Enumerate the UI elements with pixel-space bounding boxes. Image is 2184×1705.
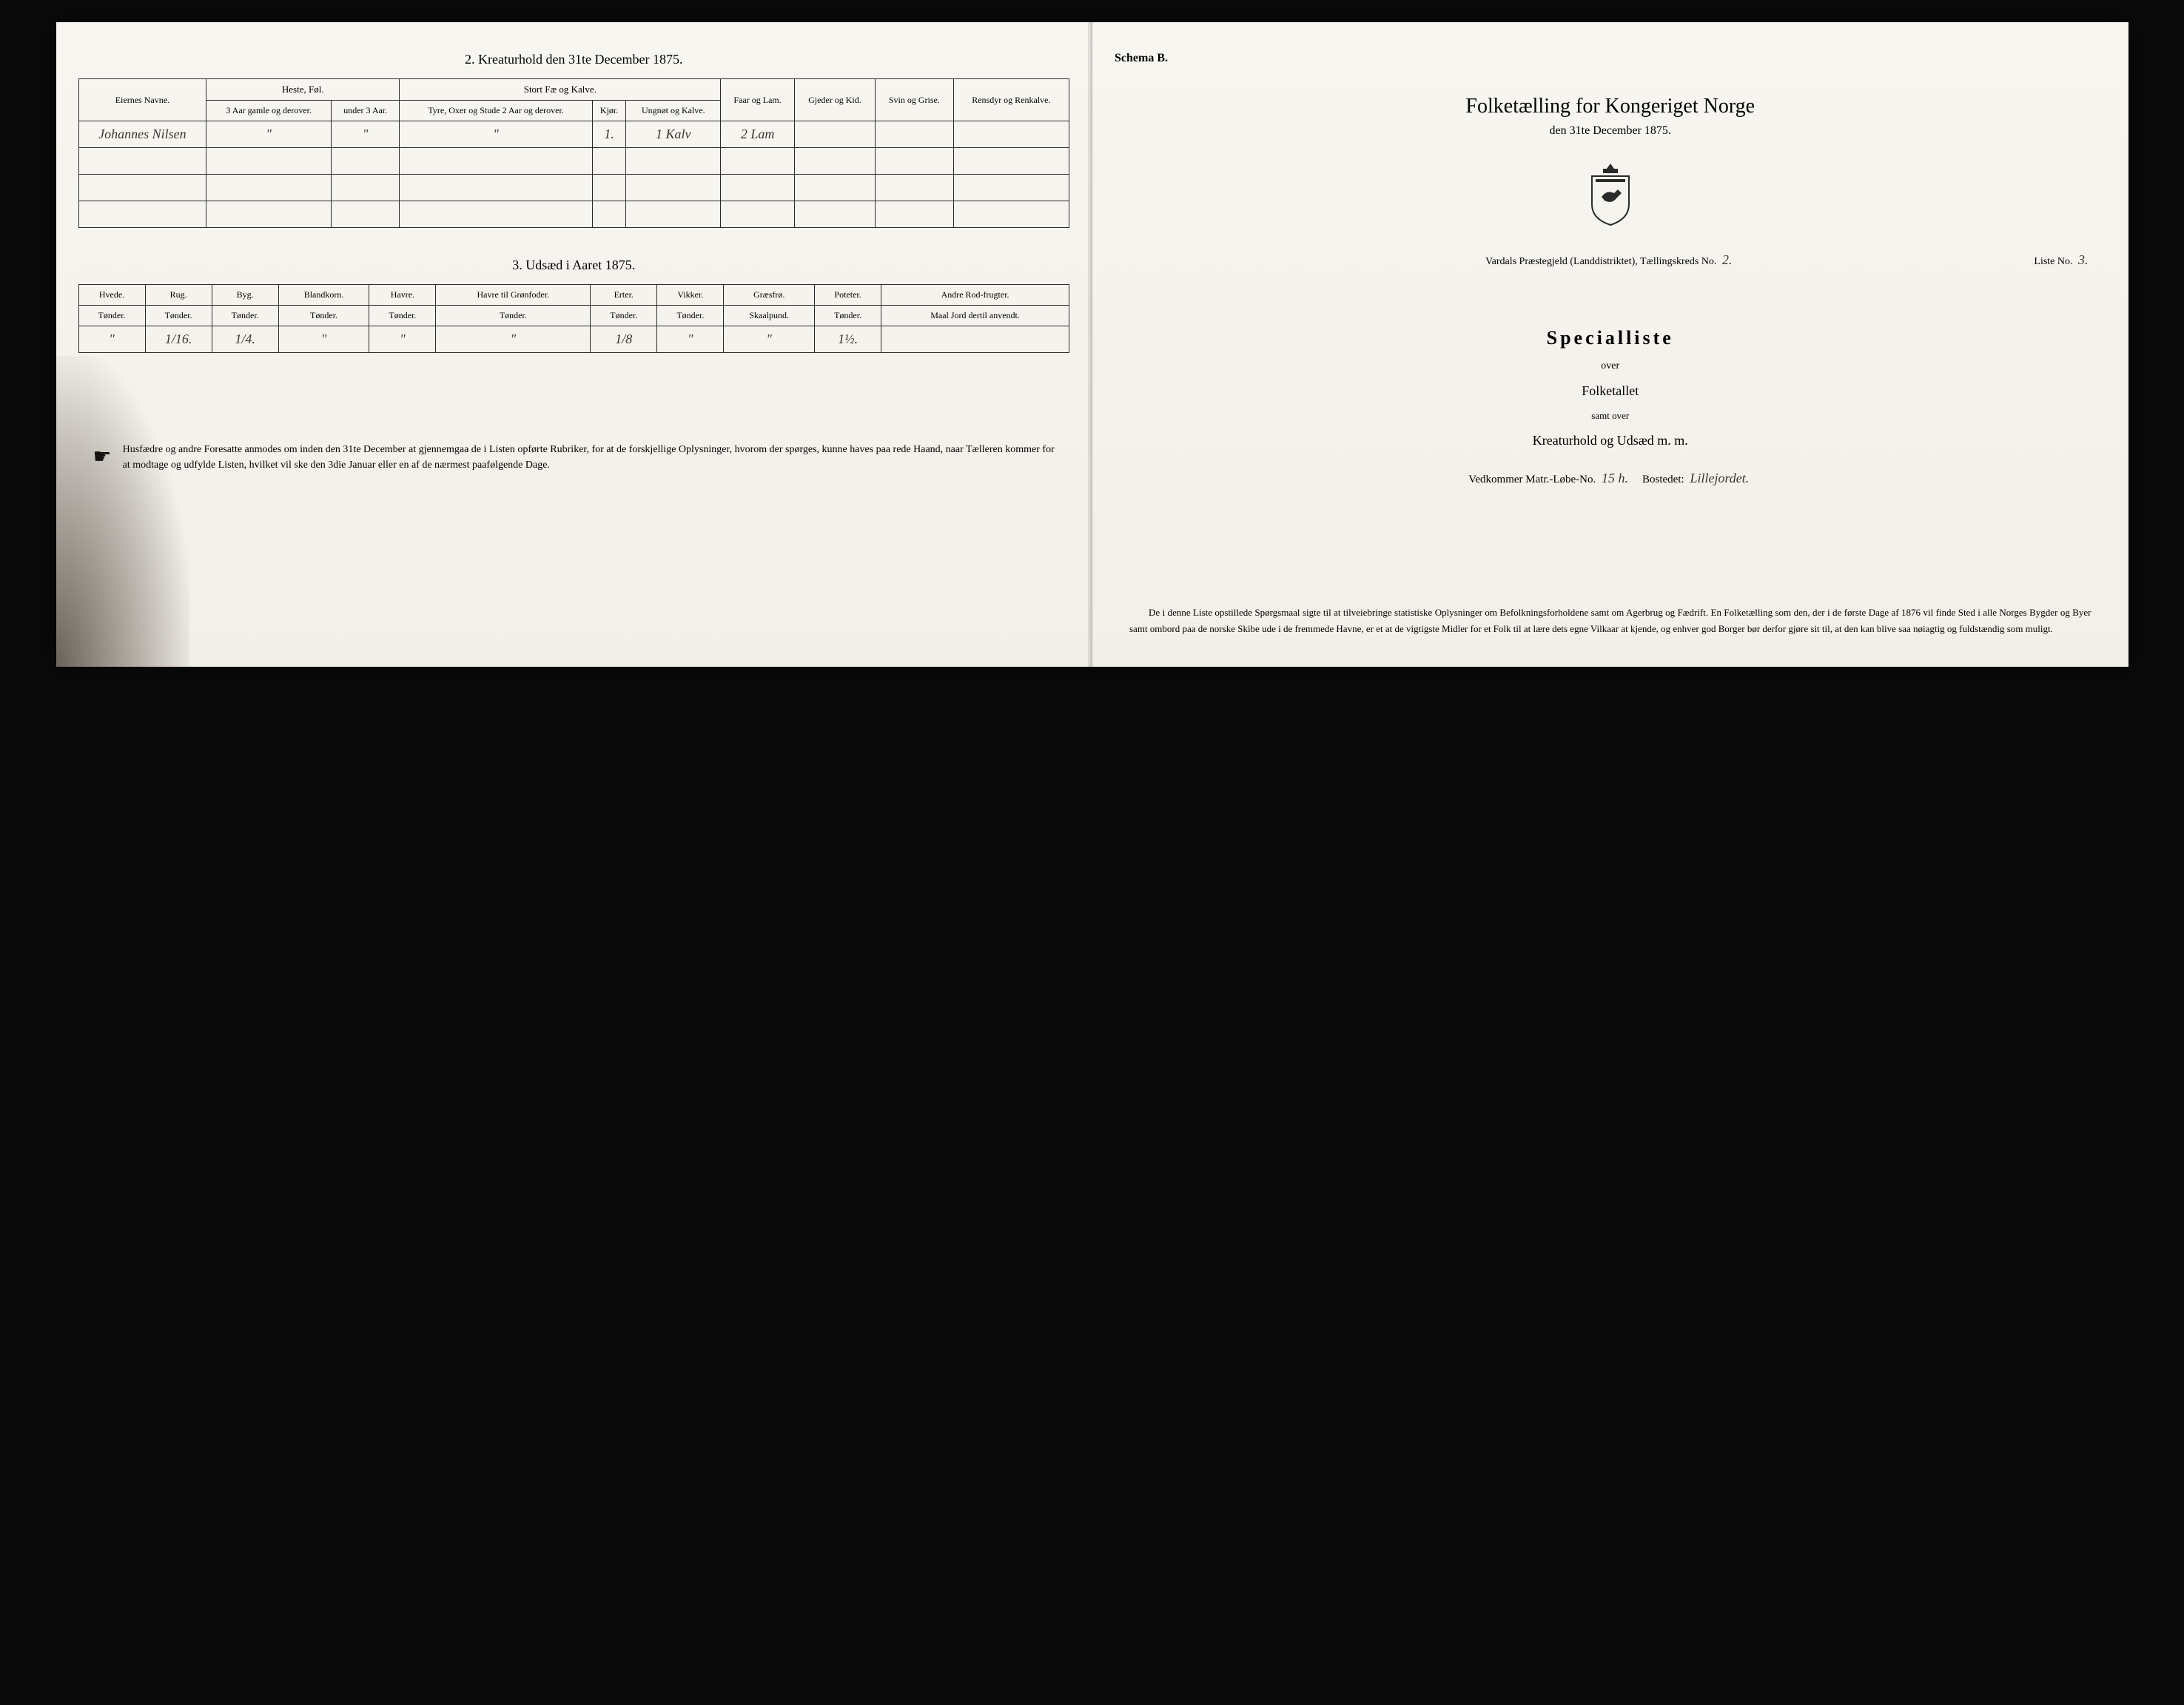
table-row [78, 201, 1069, 228]
unit-tonder: Tønder. [78, 306, 145, 326]
col-faar: Faar og Lam. [721, 79, 794, 121]
census-date: den 31te December 1875. [1115, 124, 2106, 138]
liste-number: 3. [2075, 252, 2091, 267]
col-vikker: Vikker. [657, 285, 724, 306]
col-svin: Svin og Grise. [876, 79, 954, 121]
cell-havre: " [369, 326, 436, 353]
paper-stain [56, 356, 189, 667]
cell-hesteu3: " [332, 121, 400, 148]
col-erter: Erter. [591, 285, 657, 306]
section-2-title: 2. Kreaturhold den 31te December 1875. [78, 52, 1070, 67]
col-blandkorn: Blandkorn. [278, 285, 369, 306]
kreaturhold-line: Kreaturhold og Udsæd m. m. [1115, 433, 2106, 448]
unit-tonder: Tønder. [436, 306, 591, 326]
unit-tonder: Tønder. [369, 306, 436, 326]
pointing-hand-icon: ☛ [93, 442, 112, 473]
over-text: over [1115, 360, 2106, 372]
unit-tonder: Tønder. [278, 306, 369, 326]
cell-hvede: " [78, 326, 145, 353]
section-3-title: 3. Udsæd i Aaret 1875. [78, 258, 1070, 273]
col-byg: Byg. [212, 285, 278, 306]
cell-poteter: 1½. [815, 326, 881, 353]
notice-text: Husfædre og andre Foresatte anmodes om i… [123, 442, 1055, 473]
cell-ungnot: 1 Kalv [626, 121, 721, 148]
col-heste-under3: under 3 Aar. [332, 101, 400, 121]
col-heste-3aar: 3 Aar gamle og derover. [206, 101, 332, 121]
schema-label: Schema B. [1115, 52, 2106, 65]
specialliste-heading: Specialliste [1115, 327, 2106, 349]
col-poteter: Poteter. [815, 285, 881, 306]
unit-tonder: Tønder. [657, 306, 724, 326]
bostedet-value: Lillejordet. [1687, 471, 1752, 485]
col-group-heste: Heste, Føl. [206, 79, 400, 101]
document-spread: 2. Kreaturhold den 31te December 1875. E… [56, 22, 2128, 667]
col-rug: Rug. [145, 285, 212, 306]
cell-andre [881, 326, 1069, 353]
cell-graesfro: " [724, 326, 815, 353]
coat-of-arms-icon [1115, 160, 2106, 230]
livestock-table: Eiernes Navne. Heste, Føl. Stort Fæ og K… [78, 78, 1070, 228]
col-gjeder: Gjeder og Kid. [794, 79, 875, 121]
table-row: Johannes Nilsen " " " 1. 1 Kalv 2 Lam [78, 121, 1069, 148]
table-row [78, 175, 1069, 201]
district-line: Vardals Præstegjeld (Landdistriktet), Tæ… [1115, 252, 2106, 268]
cell-erter: 1/8 [591, 326, 657, 353]
bostedet-label: Bostedet: [1642, 474, 1684, 485]
explanation-paragraph: De i denne Liste opstillede Spørgsmaal s… [1115, 605, 2106, 637]
col-rensdyr: Rensdyr og Renkalve. [953, 79, 1069, 121]
col-kjor: Kjør. [593, 101, 626, 121]
district-number: 2. [1719, 252, 1736, 267]
cell-rug: 1/16. [145, 326, 212, 353]
cell-kjor: 1. [593, 121, 626, 148]
samt-over-text: samt over [1115, 410, 2106, 422]
unit-maal: Maal Jord dertil anvendt. [881, 306, 1069, 326]
unit-tonder: Tønder. [591, 306, 657, 326]
district-prefix: Vardals Præstegjeld (Landdistriktet), Tæ… [1485, 256, 1716, 267]
folketallet-text: Folketallet [1115, 383, 2106, 399]
col-andre: Andre Rod-frugter. [881, 285, 1069, 306]
col-tyre: Tyre, Oxer og Stude 2 Aar og derover. [400, 101, 593, 121]
seed-table: Hvede. Rug. Byg. Blandkorn. Havre. Havre… [78, 284, 1070, 353]
table-row: " 1/16. 1/4. " " " 1/8 " " 1½. [78, 326, 1069, 353]
census-title: Folketælling for Kongeriget Norge [1115, 95, 2106, 118]
col-ungnot: Ungnøt og Kalve. [626, 101, 721, 121]
matr-number: 15 h. [1599, 471, 1631, 485]
cell-faar: 2 Lam [721, 121, 794, 148]
cell-vikker: " [657, 326, 724, 353]
vedkommer-prefix: Vedkommer Matr.-Løbe-No. [1468, 474, 1596, 485]
unit-tonder: Tønder. [815, 306, 881, 326]
cell-rensdyr [953, 121, 1069, 148]
col-graesfro: Græsfrø. [724, 285, 815, 306]
cell-svin [876, 121, 954, 148]
col-owner: Eiernes Navne. [78, 79, 206, 121]
notice-block: ☛ Husfædre og andre Foresatte anmodes om… [78, 442, 1070, 473]
vedkommer-line: Vedkommer Matr.-Løbe-No. 15 h. Bostedet:… [1115, 471, 2106, 486]
col-havre: Havre. [369, 285, 436, 306]
liste-label: Liste No. [2034, 256, 2072, 267]
cell-havregron: " [436, 326, 591, 353]
col-group-stortfae: Stort Fæ og Kalve. [400, 79, 721, 101]
right-page: Schema B. Folketælling for Kongeriget No… [1092, 22, 2128, 667]
col-havregron: Havre til Grønfoder. [436, 285, 591, 306]
unit-skaalpund: Skaalpund. [724, 306, 815, 326]
cell-byg: 1/4. [212, 326, 278, 353]
col-hvede: Hvede. [78, 285, 145, 306]
unit-tonder: Tønder. [212, 306, 278, 326]
table-row [78, 148, 1069, 175]
cell-blandkorn: " [278, 326, 369, 353]
left-page: 2. Kreaturhold den 31te December 1875. E… [56, 22, 1093, 667]
cell-gjeder [794, 121, 875, 148]
unit-tonder: Tønder. [145, 306, 212, 326]
cell-owner: Johannes Nilsen [78, 121, 206, 148]
cell-heste3: " [206, 121, 332, 148]
cell-tyre: " [400, 121, 593, 148]
